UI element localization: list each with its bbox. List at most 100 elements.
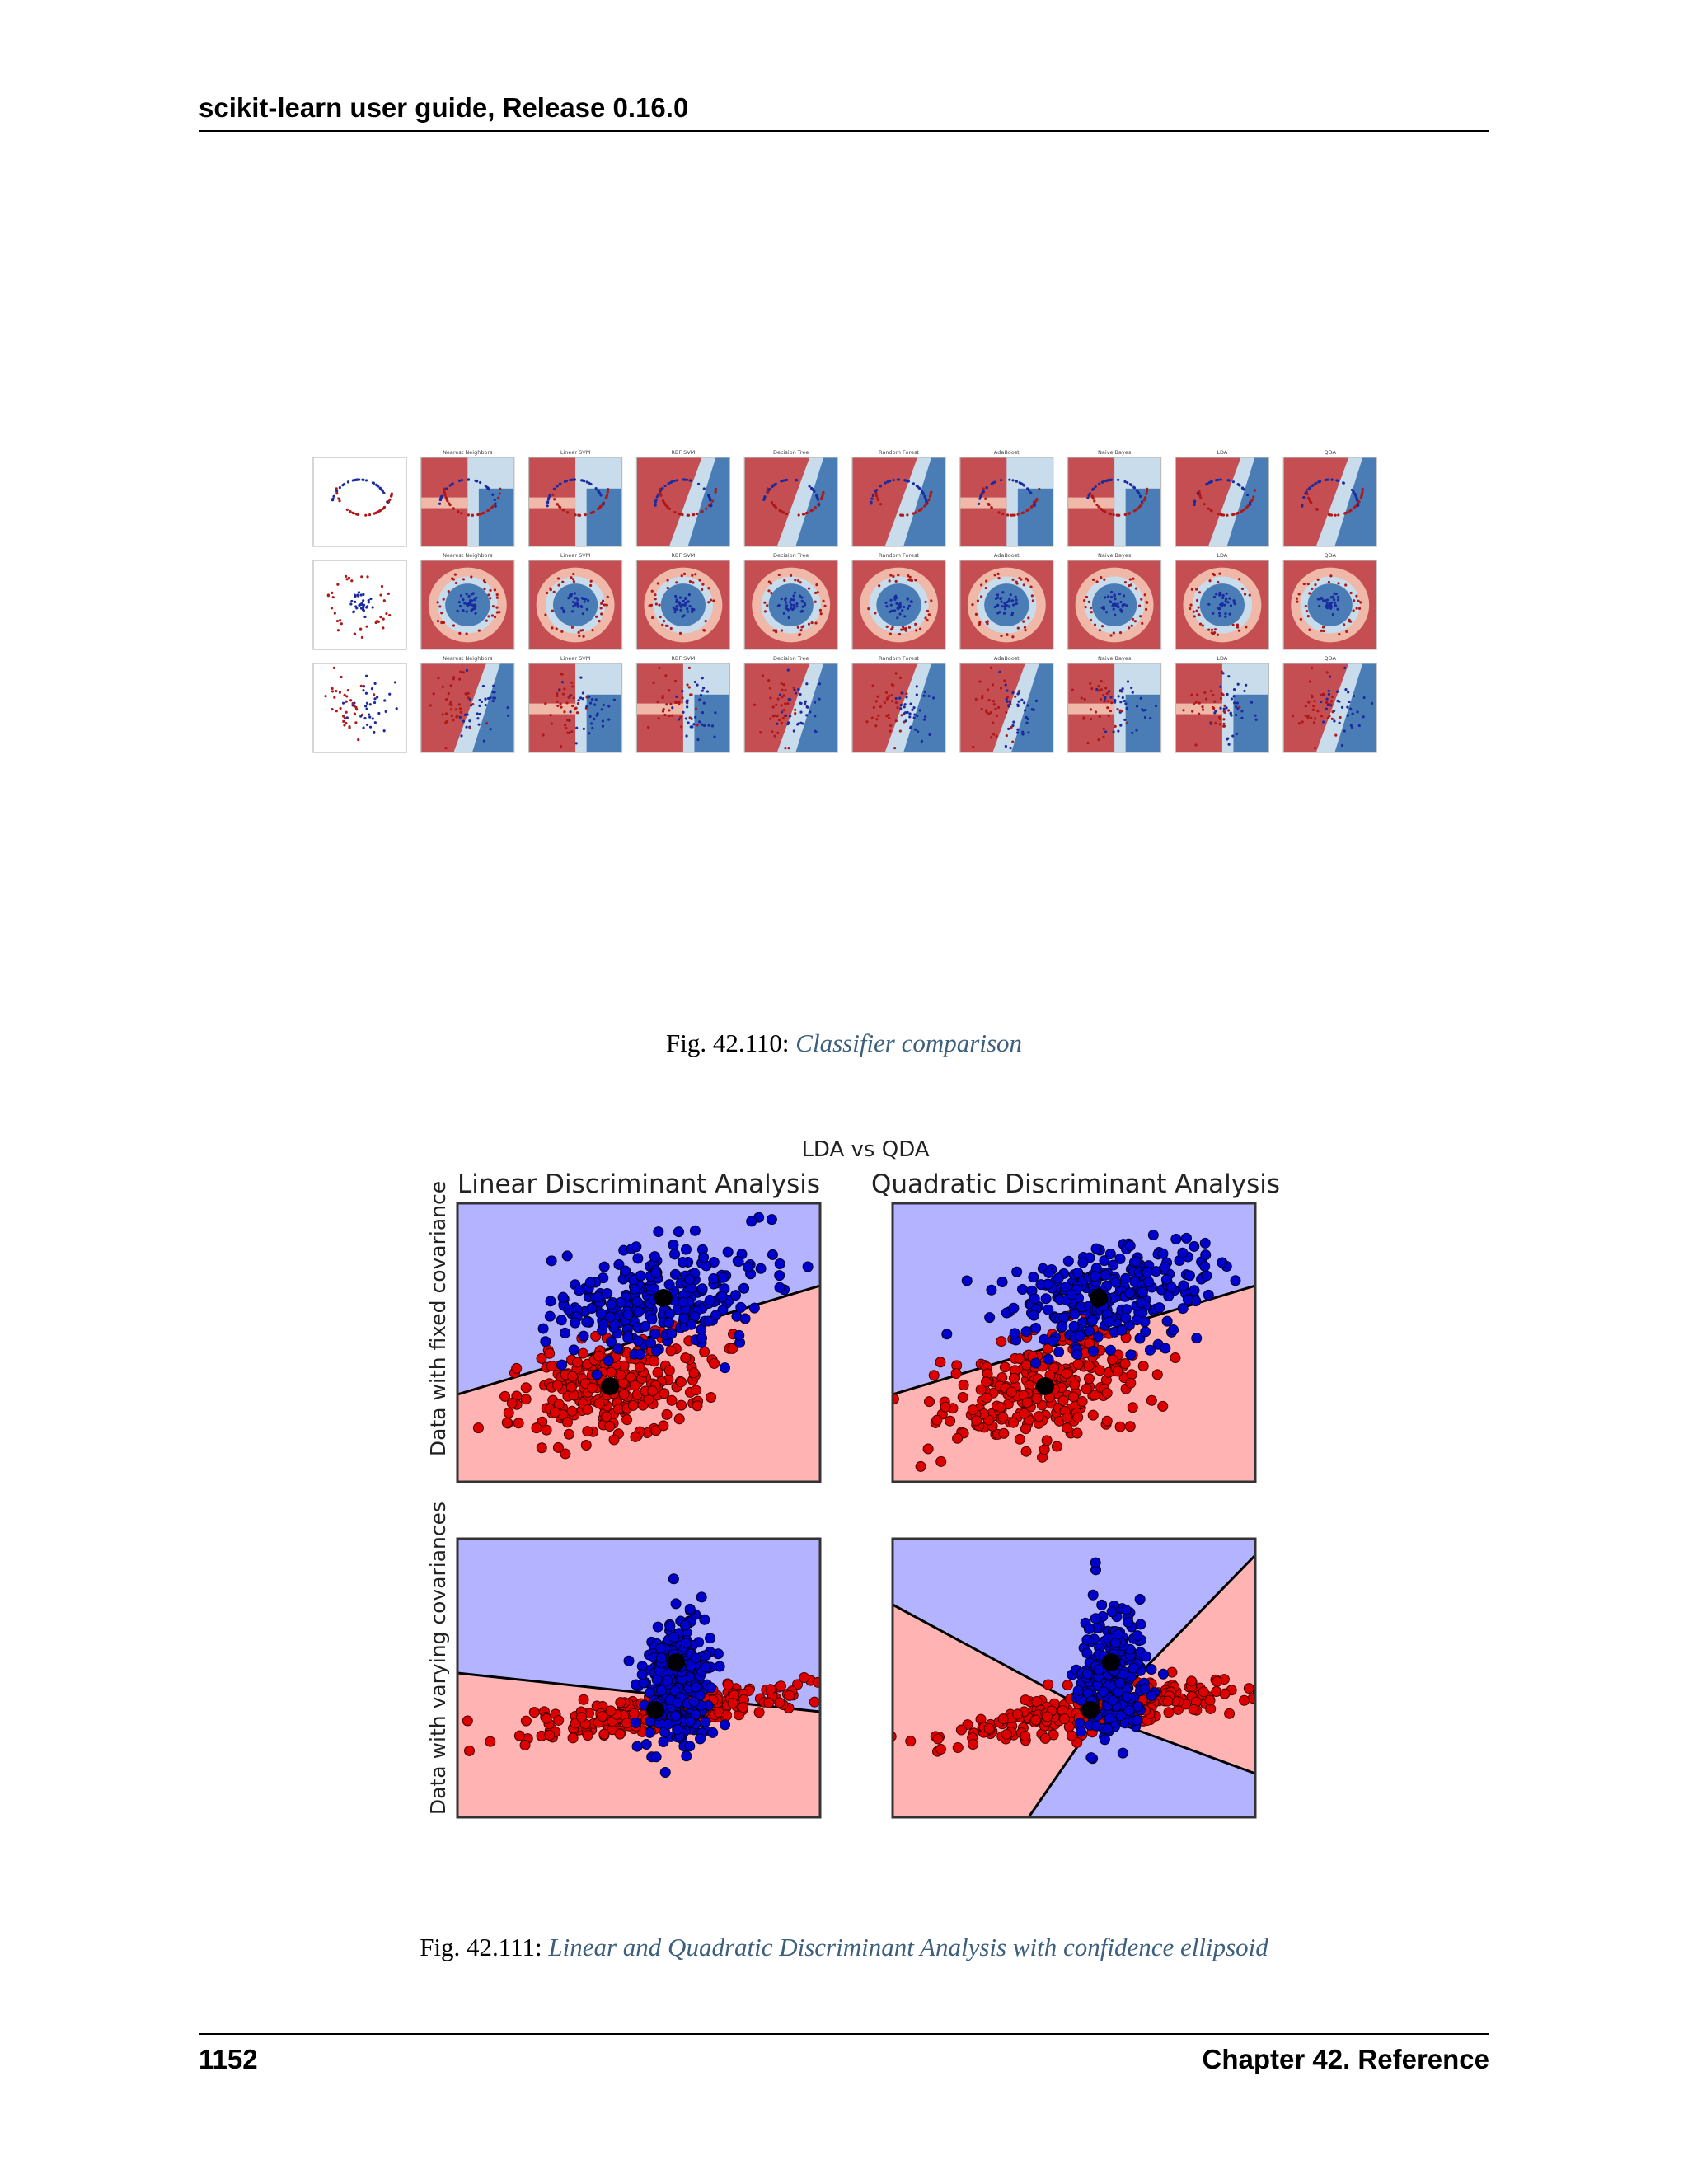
data-point [464, 692, 467, 696]
blue-point [655, 1652, 667, 1664]
blue-point [1104, 1249, 1116, 1260]
data-point [384, 710, 387, 713]
data-point [1344, 688, 1348, 691]
blue-point [766, 1214, 777, 1226]
red-point [593, 1398, 605, 1409]
data-point [1004, 604, 1007, 607]
classifier-panel: LDA [1175, 552, 1270, 650]
data-point [1010, 613, 1014, 616]
data-point [799, 692, 802, 696]
data-point [1020, 512, 1024, 515]
data-point [359, 715, 363, 718]
data-point [1321, 626, 1325, 629]
data-point [1198, 701, 1201, 705]
data-point [441, 685, 444, 689]
blue-point [1157, 1668, 1169, 1680]
blue-point [717, 1291, 729, 1302]
red-point [1239, 1694, 1250, 1706]
red-point [940, 1401, 951, 1413]
data-point [675, 479, 678, 482]
data-point [906, 597, 910, 600]
data-point [1343, 729, 1346, 733]
data-point [817, 502, 821, 505]
blue-point [767, 1249, 778, 1260]
data-point [1020, 698, 1024, 701]
data-point [1007, 727, 1010, 730]
data-point [675, 604, 679, 608]
data-point [795, 602, 799, 606]
data-point [709, 502, 713, 505]
data-point [1233, 701, 1236, 705]
panel-frame [635, 457, 730, 547]
data-point [437, 677, 440, 680]
data-point [363, 717, 367, 720]
blue-point [1083, 1325, 1095, 1337]
data-point [681, 690, 684, 693]
data-point [1128, 512, 1132, 515]
blue-point [1146, 1690, 1157, 1702]
data-point [436, 601, 439, 604]
red-point [1188, 1704, 1199, 1715]
data-point [1131, 731, 1134, 734]
class-mean-marker [1090, 1289, 1108, 1307]
data-point [1337, 582, 1340, 585]
data-point [349, 699, 353, 702]
data-point [465, 725, 468, 729]
panel-frame [312, 663, 407, 753]
data-point [1355, 607, 1358, 610]
caption-link-lda-qda[interactable]: Linear and Quadratic Discriminant Analys… [548, 1933, 1268, 1961]
data-point [389, 494, 393, 498]
blue-point [636, 1669, 648, 1680]
data-point [1104, 730, 1108, 733]
data-point [801, 722, 804, 725]
caption-link-classifier-comparison[interactable]: Classifier comparison [795, 1029, 1023, 1057]
red-point [1146, 1394, 1157, 1406]
data-point [679, 608, 682, 612]
data-point [494, 504, 497, 508]
data-point [1089, 606, 1093, 610]
blue-region [457, 1539, 820, 1712]
data-point [331, 591, 334, 594]
data-point [987, 699, 991, 702]
data-point [682, 478, 686, 481]
data-point [354, 600, 357, 603]
blue-point [1110, 1277, 1122, 1288]
data-point [1306, 716, 1310, 719]
data-point [459, 710, 462, 714]
data-point [661, 710, 665, 713]
data-point [345, 508, 349, 511]
data-point [709, 598, 713, 602]
data-point [1236, 623, 1240, 626]
blue-point [1114, 1677, 1126, 1689]
data-point [506, 706, 509, 710]
data-point [793, 688, 796, 691]
data-point [1352, 490, 1355, 494]
data-point [665, 703, 668, 706]
data-point [673, 610, 677, 614]
blue-point [1074, 1330, 1085, 1342]
red-point [1033, 1411, 1044, 1422]
data-point [1196, 492, 1199, 495]
panel-frame [891, 1537, 1257, 1819]
data-point [654, 598, 657, 601]
data-point [1103, 700, 1106, 703]
red-point [1061, 1368, 1072, 1380]
red-point [858, 1687, 868, 1697]
data-point [1329, 605, 1332, 608]
data-point [921, 491, 925, 494]
data-point [1226, 601, 1230, 604]
data-point [561, 692, 565, 696]
data-point [677, 718, 681, 721]
blue-point [688, 1696, 700, 1708]
data-point [571, 600, 575, 604]
data-point [1210, 480, 1213, 484]
data-point [1220, 670, 1223, 673]
data-point [1197, 613, 1200, 616]
blue-point [1069, 1309, 1081, 1320]
data-point [776, 715, 779, 718]
data-point [1305, 488, 1309, 491]
data-point [1016, 692, 1020, 696]
data-point [368, 715, 372, 719]
data-point [482, 579, 486, 583]
blue-point [1072, 1685, 1084, 1696]
